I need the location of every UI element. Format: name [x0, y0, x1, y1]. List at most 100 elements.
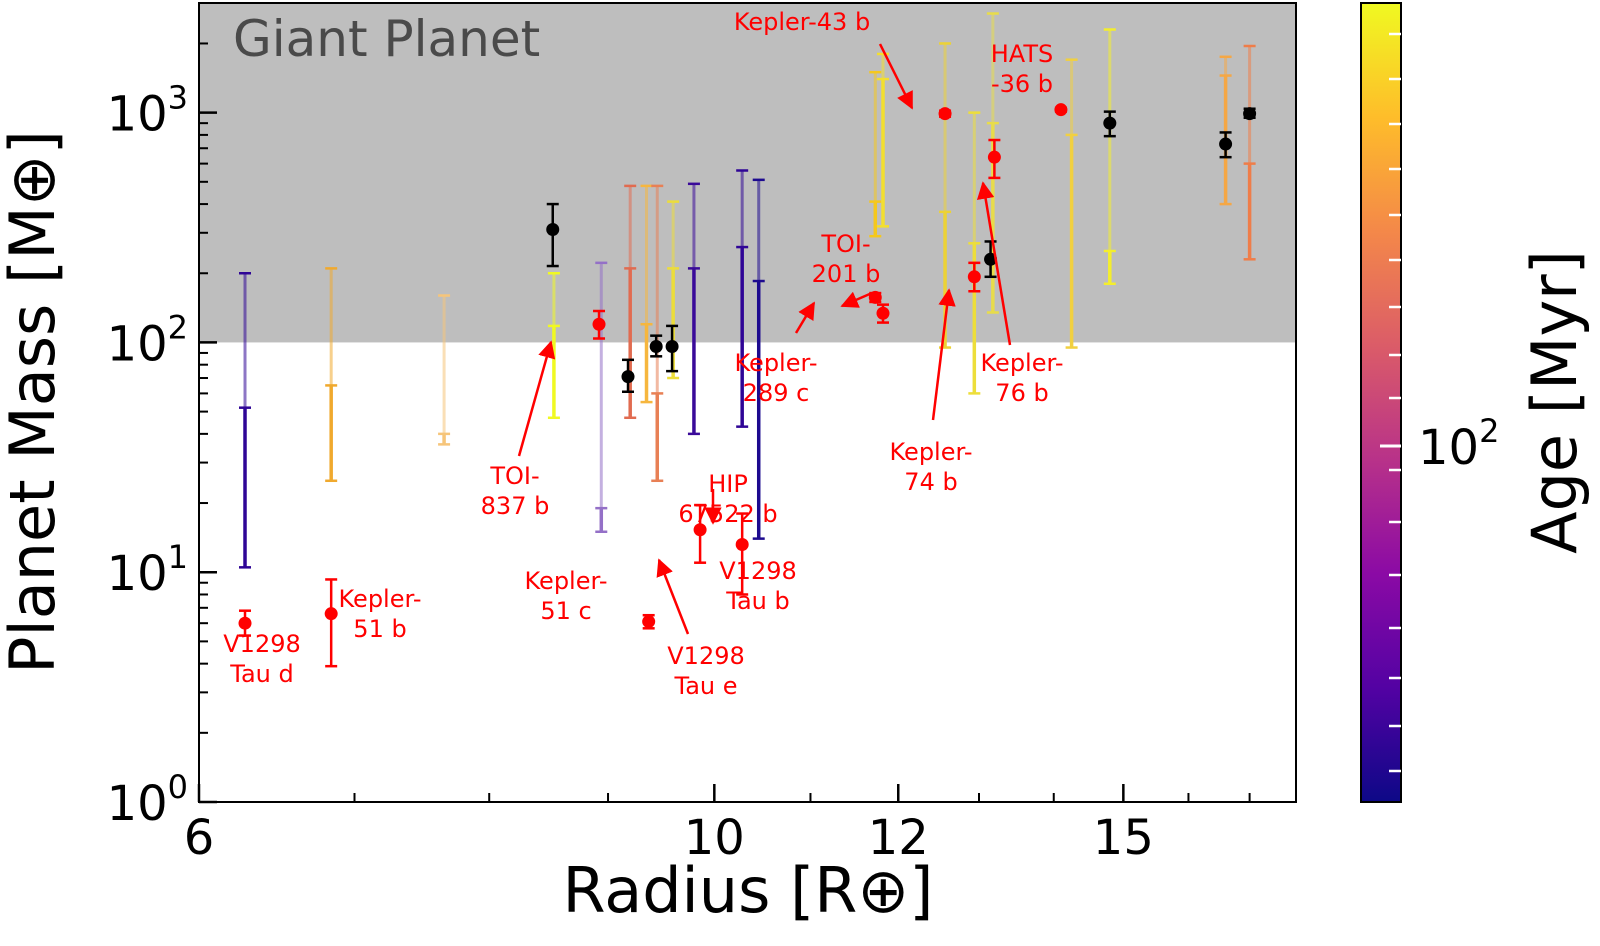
- annotation-label-line: 74 b: [904, 468, 957, 496]
- data-point: [868, 290, 882, 304]
- annotation-label: Kepler-74 b: [890, 438, 973, 496]
- annotation-label-line: Kepler-: [339, 585, 422, 613]
- annotation-label-line: -36 b: [991, 70, 1053, 98]
- upper-limit-bar: [687, 182, 700, 436]
- planet-annotation: TOI-837 b: [481, 340, 556, 520]
- data-point: [592, 309, 606, 340]
- data-point: [1243, 107, 1257, 121]
- plot-frame: [198, 2, 1297, 803]
- giant-planet-region: [199, 3, 1296, 343]
- colorbar-ticks: [1380, 32, 1401, 773]
- upper-limit-bar: [595, 261, 608, 533]
- annotation-label-line: Kepler-: [525, 567, 608, 595]
- annotation-arrow: [931, 288, 956, 421]
- upper-limit-bar: [1243, 44, 1256, 261]
- annotation-label: Kepler-43 b: [734, 8, 870, 36]
- x-tick-label: 12: [868, 810, 929, 866]
- annotation-label-line: Tau e: [674, 672, 738, 700]
- annotation-label: HIP 67522 b: [678, 470, 777, 528]
- upper-limit-bar: [876, 52, 889, 228]
- annotation-label: TOI-201 b: [812, 230, 881, 288]
- data-point: [665, 324, 679, 373]
- annotation-label: V1298 Tau b: [719, 557, 797, 615]
- annotation-arrow: [976, 181, 1012, 346]
- annotation-label-line: Tau d: [229, 660, 293, 688]
- annotation-label-line: 289 c: [743, 379, 810, 407]
- y-axis-ticks: 100 101 102 103: [107, 2, 217, 832]
- annotation-label: Kepler-76 b: [981, 349, 1064, 407]
- planet-annotation: HIP 67522 b: [678, 470, 777, 528]
- annotation-label: V1298 Tau d: [223, 630, 301, 688]
- upper-limit-bar: [752, 178, 765, 540]
- annotation-label-line: V1298: [719, 557, 797, 585]
- planet-annotation: Kepler-43 b: [734, 8, 914, 110]
- y-tick-label: 101: [107, 538, 188, 602]
- upper-limit-bar: [438, 294, 451, 446]
- x-tick-label: 15: [1093, 810, 1154, 866]
- data-point: [876, 303, 890, 324]
- planet-annotation: Kepler-289 c: [735, 301, 818, 407]
- data-point: [546, 202, 560, 268]
- annotation-arrow: [878, 43, 914, 110]
- upper-limit-bar: [239, 272, 252, 569]
- y-tick-label: 103: [107, 79, 188, 143]
- colorbar-label: Age [Myr]: [1518, 250, 1591, 554]
- data-point: [238, 609, 252, 637]
- colorbar-tick-label: 102: [1418, 412, 1499, 476]
- annotation-label-line: 51 b: [353, 615, 406, 643]
- x-tick-label: 6: [184, 810, 215, 866]
- annotation-label-line: TOI-: [489, 462, 539, 490]
- annotation-label: Kepler-51 c: [525, 567, 608, 625]
- planet-annotation: V1298 Tau e: [656, 558, 745, 700]
- planet-annotation: V1298 Tau d: [223, 630, 301, 688]
- upper-limit-bar: [1065, 58, 1078, 349]
- upper-limit-bar: [1103, 28, 1116, 286]
- upper-limit-bar: [736, 169, 749, 428]
- annotation-label-line: 51 c: [540, 597, 591, 625]
- data-point: [642, 613, 656, 630]
- annotation-label-line: Tau b: [725, 587, 789, 615]
- annotation-label-line: TOI-: [820, 230, 870, 258]
- measured-points: [238, 103, 1257, 668]
- planet-annotation: V1298 Tau b: [719, 557, 797, 615]
- upper-limit-bar: [325, 267, 338, 483]
- annotation-label-line: HIP: [708, 470, 748, 498]
- upper-limit-bar: [640, 184, 653, 404]
- x-axis-label: Radius [R⊕]: [562, 854, 933, 927]
- y-tick-label: 100: [107, 768, 188, 832]
- data-point: [938, 107, 952, 121]
- data-point: [1219, 131, 1233, 159]
- data-point: [967, 261, 981, 293]
- annotation-label-line: Kepler-: [890, 438, 973, 466]
- annotation-label-line: HATS: [991, 40, 1054, 68]
- y-tick-label: 102: [107, 308, 188, 372]
- annotation-label-line: 76 b: [995, 379, 1048, 407]
- data-point: [621, 358, 635, 394]
- annotation-label-line: 837 b: [481, 492, 550, 520]
- data-point: [1054, 103, 1068, 117]
- data-point: [1103, 110, 1117, 138]
- annotation-arrow: [517, 340, 556, 457]
- planet-annotation: Kepler-51 c: [525, 567, 608, 625]
- annotation-label-line: 67522 b: [678, 500, 777, 528]
- annotation-label: HATS -36 b: [991, 40, 1054, 98]
- colorbar: [1360, 2, 1402, 803]
- annotation-label-line: Kepler-43 b: [734, 8, 870, 36]
- annotation-label-line: Kepler-: [981, 349, 1064, 377]
- annotation-arrow: [840, 291, 873, 308]
- giant-planet-label: Giant Planet: [233, 10, 540, 68]
- data-point: [735, 512, 749, 596]
- data-point: [987, 138, 1001, 180]
- planet-annotation: HATS -36 b: [991, 40, 1054, 98]
- annotation-label: Kepler-51 b: [339, 585, 422, 643]
- x-tick-label: 10: [684, 810, 745, 866]
- annotation-label: Kepler-289 c: [735, 349, 818, 407]
- y-axis-label: Planet Mass [M⊕]: [0, 130, 69, 674]
- planet-annotation: Kepler-51 b: [339, 585, 422, 643]
- upper-limit-bar: [651, 184, 664, 483]
- data-point: [693, 503, 707, 564]
- planet-annotation: TOI-201 b: [812, 230, 881, 308]
- upper-limit-bar: [869, 70, 882, 238]
- x-axis-ticks: 6 10 12 15: [184, 784, 1251, 866]
